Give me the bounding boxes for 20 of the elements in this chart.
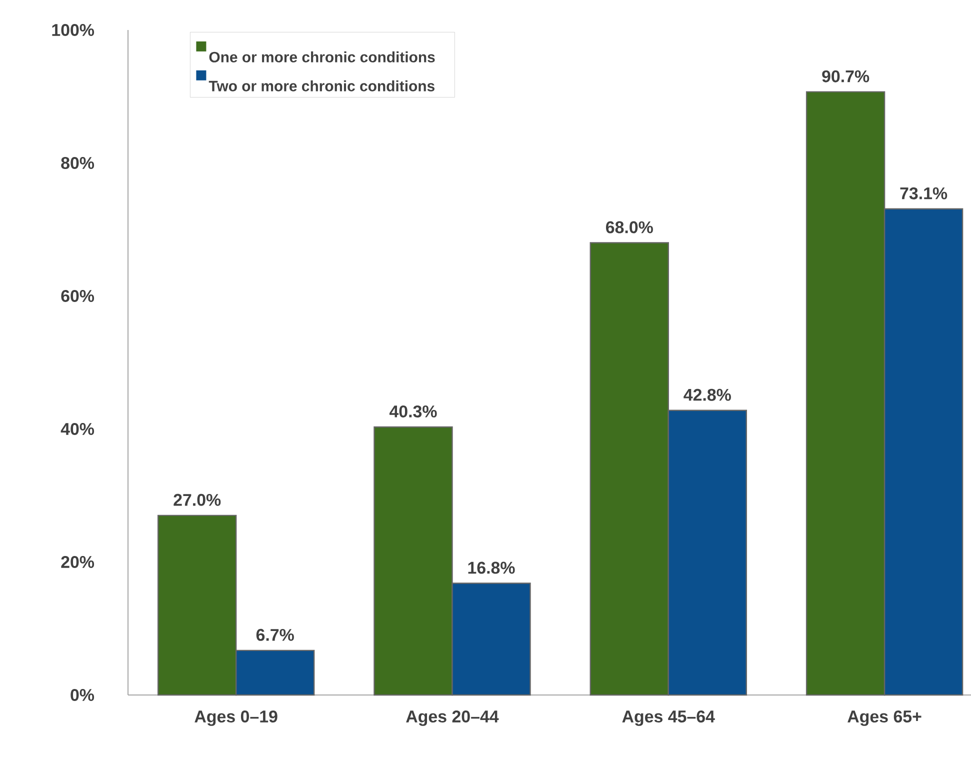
legend-label: Two or more chronic conditions <box>208 80 434 92</box>
data-label: 6.7% <box>256 628 294 641</box>
y-tick-label: 80% <box>61 156 94 169</box>
y-tick-label: 60% <box>61 290 94 302</box>
data-label: 73.1% <box>900 187 948 200</box>
x-tick-label: Ages 20–44 <box>406 710 499 726</box>
legend-label: One or more chronic conditions <box>209 51 435 62</box>
data-label: 90.7% <box>822 70 870 82</box>
data-label: 40.3% <box>389 405 437 418</box>
x-tick-label: Ages 45–64 <box>622 710 715 726</box>
y-tick-label: 100% <box>52 24 94 36</box>
data-label: 27.0% <box>174 494 221 506</box>
y-tick-label: 0% <box>70 688 94 701</box>
x-tick-label: Ages 65+ <box>848 710 922 726</box>
y-tick-label: 40% <box>60 422 94 435</box>
data-label: 16.8% <box>468 562 515 574</box>
data-label: 42.8% <box>684 388 731 401</box>
y-tick-label: 20% <box>61 556 94 568</box>
data-label: 68.0% <box>606 221 653 234</box>
x-tick-label: Ages 0–19 <box>194 710 278 726</box>
